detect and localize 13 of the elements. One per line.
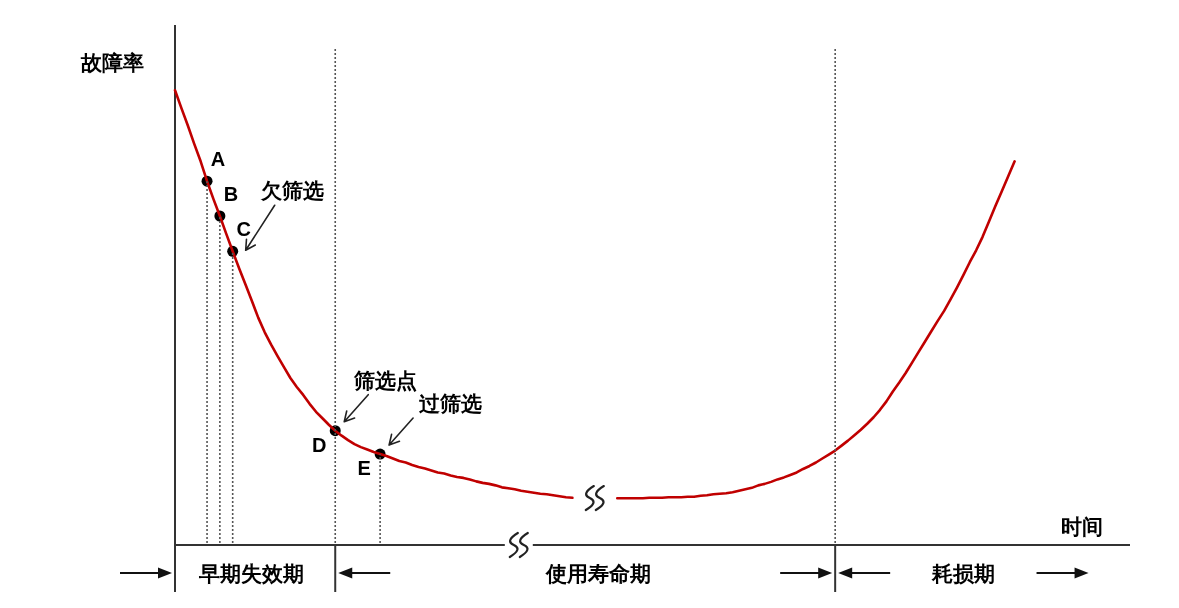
series-name: 筛选点: [354, 368, 418, 392]
series-name: C: [236, 218, 251, 241]
y-label: 故障率: [80, 50, 144, 74]
x-label: 时间: [1061, 514, 1103, 538]
series-name: D: [312, 433, 327, 456]
x-tick-label: 使用寿命期: [545, 561, 651, 585]
x-tick-label: 早期失效期: [199, 561, 305, 585]
series-name: 过筛选: [419, 392, 483, 416]
series-name: 欠筛选: [260, 179, 324, 203]
series-name: A: [210, 148, 226, 171]
series-name: B: [223, 183, 239, 205]
series-name: E: [357, 457, 371, 480]
x-tick-label: 耗损期: [931, 561, 995, 585]
